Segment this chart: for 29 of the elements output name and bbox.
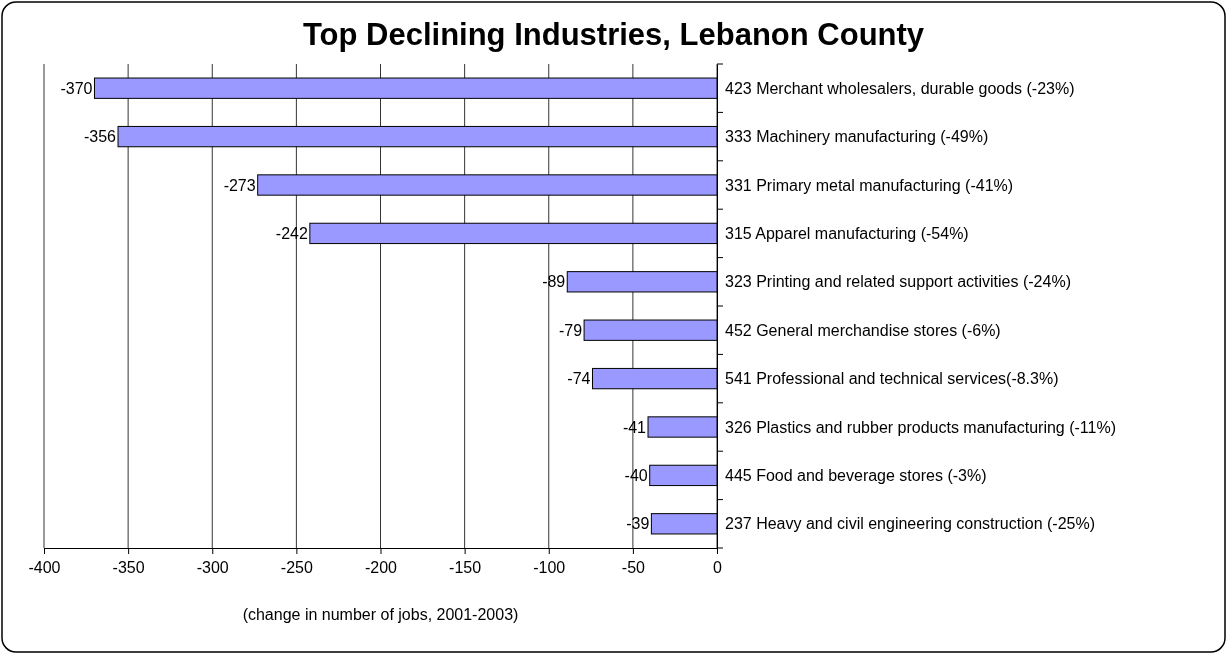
y-tick-label: 237 Heavy and civil engineering construction (-25%) [725,515,1095,533]
y-tick-label: 333 Machinery manufacturing (-49%) [725,128,989,146]
x-tick-label: -400 [28,559,61,577]
y-tick-label: 323 Printing and related support activities (-24%) [725,273,1071,291]
data-label: -74 [567,370,591,388]
data-label: -40 [624,467,648,484]
x-tick-label: -150 [449,559,482,577]
x-axis-title: (change in number of jobs, 2001-2003) [242,606,519,623]
x-tick-label: -200 [364,559,398,577]
x-tick-label: -300 [196,559,229,577]
y-tick-label: 315 Apparel manufacturing (-54%) [725,225,969,242]
y-tick-label: 452 General merchandise stores (-6%) [725,321,1001,339]
data-label: -39 [626,515,650,533]
data-label: -79 [558,321,583,339]
data-label: -273 [223,176,256,194]
x-tick-label: -100 [533,559,566,577]
chart-title: Top Declining Industries, Lebanon County [302,17,925,52]
data-label: -370 [60,79,93,97]
y-tick-label: 331 Primary metal manufacturing (-41%) [725,176,1014,194]
y-tick-label: 445 Food and beverage stores (-3%) [725,467,987,484]
y-tick-label: 541 Professional and technical services(-8.3%) [725,370,1059,388]
data-label: -356 [84,128,117,146]
x-tick-label: 0 [713,559,723,577]
x-tick-label: -50 [621,559,646,577]
data-label: -41 [622,418,647,436]
y-tick-label: 423 Merchant wholesalers, durable goods (-23%) [725,79,1075,97]
y-tick-label: 326 Plastics and rubber products manufacturing (-11%) [725,418,1117,436]
x-tick-label: -350 [112,559,145,577]
x-tick-label: -250 [280,559,313,577]
